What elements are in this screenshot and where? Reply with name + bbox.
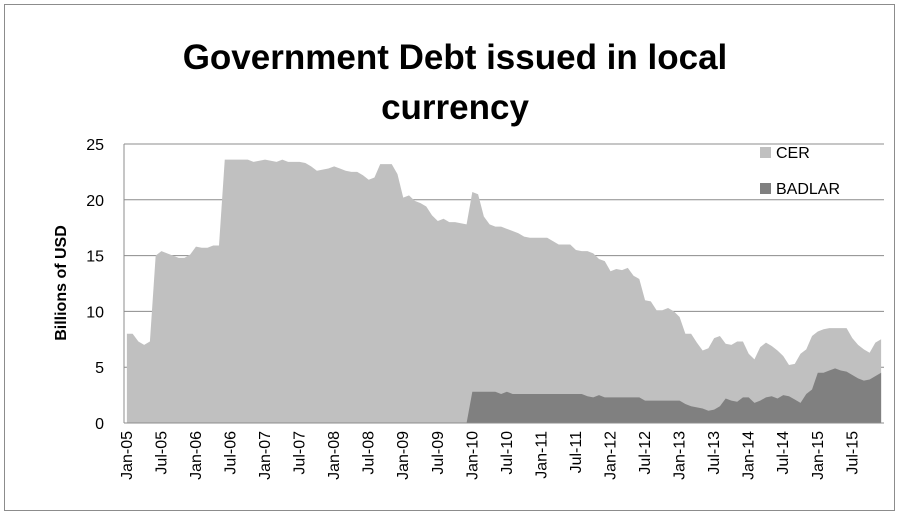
x-tick-label: Jan-09 <box>395 431 412 480</box>
y-axis-label: Billions of USD <box>53 225 70 341</box>
legend: CER BADLAR <box>760 145 840 198</box>
x-tick-label: Jan-13 <box>672 431 689 480</box>
x-tick-label: Jan-11 <box>533 431 550 479</box>
legend-label-cer: CER <box>776 145 810 162</box>
x-tick-label: Jan-10 <box>464 431 481 480</box>
plot-areas <box>126 159 882 423</box>
x-tick-label: Jan-06 <box>188 431 205 480</box>
x-tick-label: Jan-14 <box>741 431 758 480</box>
x-tick-label: Jul-11 <box>568 431 585 473</box>
chart-title-line1: Government Debt issued in local <box>183 38 728 77</box>
y-tick-label: 25 <box>86 137 104 154</box>
y-tick-label: 0 <box>95 416 104 433</box>
x-tick-label: Jul-10 <box>499 431 516 475</box>
x-tick-label: Jul-15 <box>844 431 861 475</box>
legend-swatch-cer <box>760 147 771 158</box>
y-tick-labels: 0 5 10 15 20 25 <box>86 137 104 433</box>
x-tick-label: Jan-05 <box>119 431 136 480</box>
x-tick-label: Jan-08 <box>326 431 343 480</box>
chart-title-line2: currency <box>381 88 529 127</box>
area-cer <box>126 159 882 423</box>
x-tick-label: Jul-14 <box>775 431 792 475</box>
x-tick-label: Jan-12 <box>603 431 620 480</box>
y-tick-label: 5 <box>95 360 104 377</box>
y-tick-label: 10 <box>86 304 104 321</box>
area-badlar <box>126 368 882 423</box>
x-tick-label: Jul-07 <box>292 431 309 475</box>
x-tick-labels: Jan-05 Jul-05 Jan-06 Jul-06 Jan-07 Jul-07 Jan-… <box>119 431 861 480</box>
y-tick-label: 15 <box>86 249 104 266</box>
x-tick-label: Jul-09 <box>430 431 447 475</box>
x-tick-label: Jul-06 <box>223 431 240 475</box>
legend-label-badlar: BADLAR <box>776 181 840 198</box>
x-tick-label: Jul-08 <box>361 431 378 475</box>
x-tick-label: Jan-07 <box>257 431 274 480</box>
x-tick-label: Jan-15 <box>810 431 827 480</box>
y-tick-label: 20 <box>86 193 104 210</box>
x-tick-label: Jul-05 <box>153 431 170 475</box>
x-tick-label: Jul-13 <box>706 431 723 475</box>
axes <box>123 144 884 424</box>
x-tick-label: Jul-12 <box>637 431 654 475</box>
legend-swatch-badlar <box>760 183 771 194</box>
